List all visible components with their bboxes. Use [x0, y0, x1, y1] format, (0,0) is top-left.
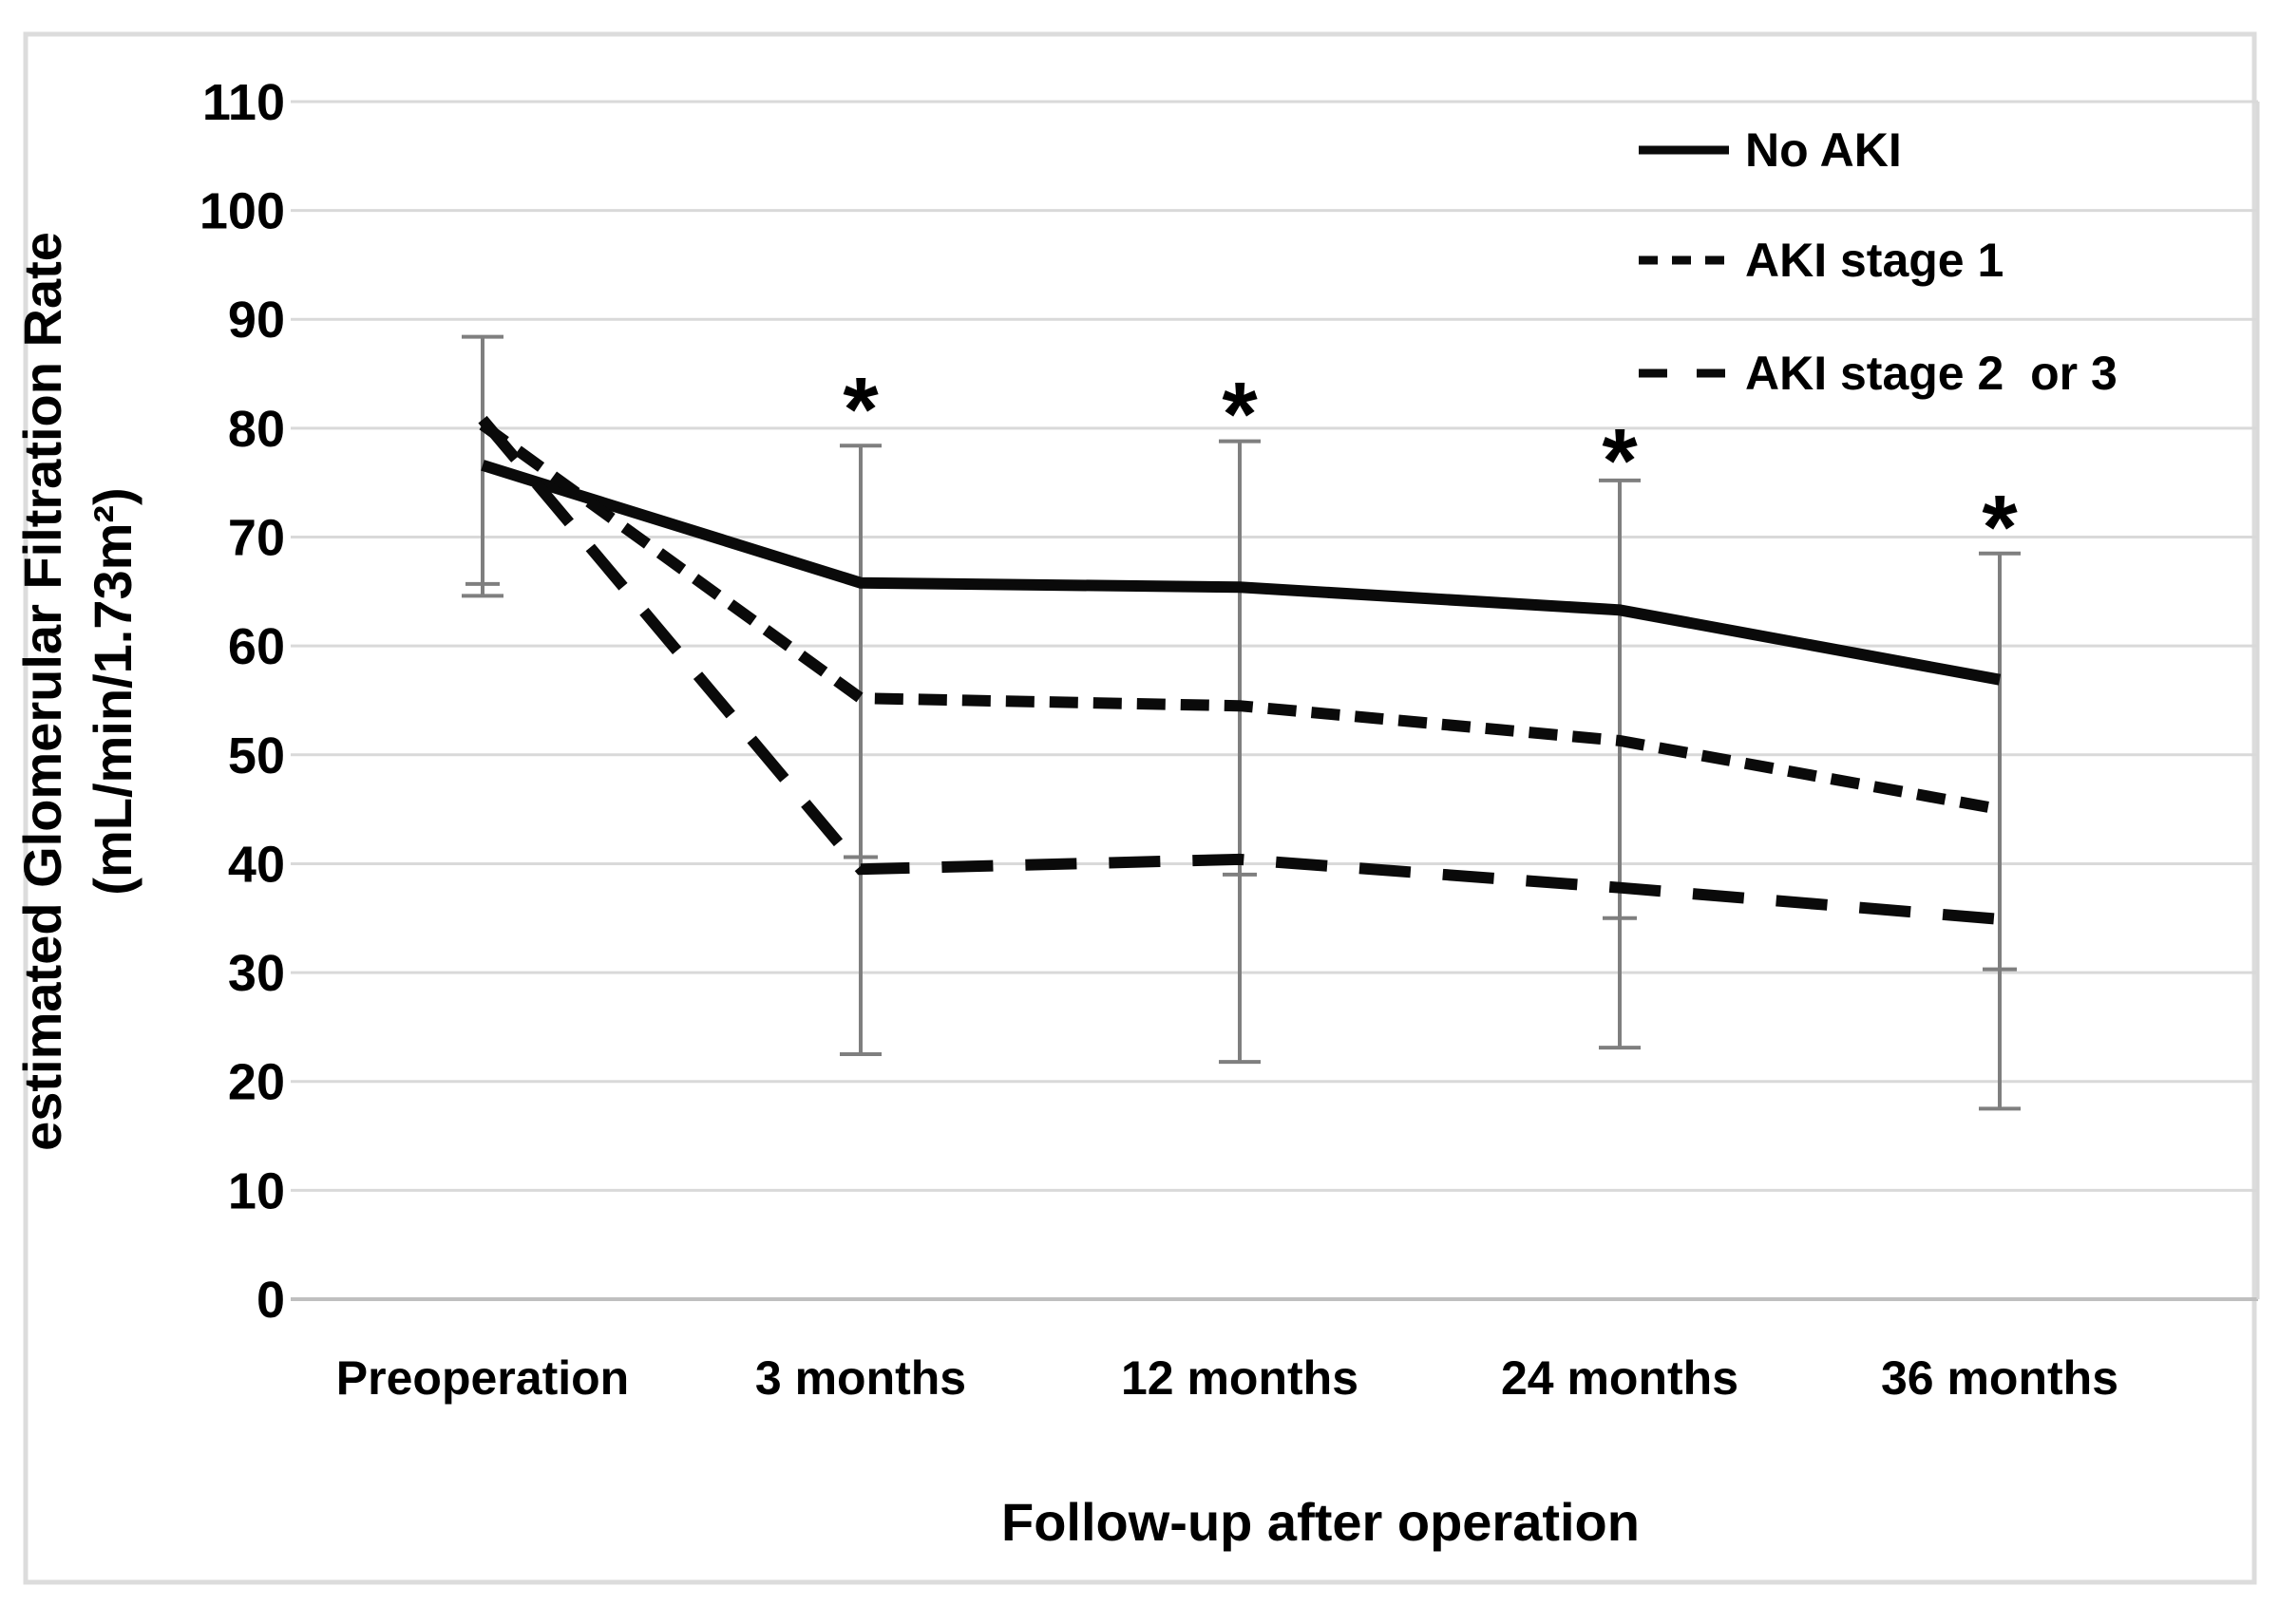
series-line-aki-stage-1 — [479, 420, 2002, 816]
x-axis-title: Follow-up after operation — [1001, 1492, 1640, 1552]
legend-item-aki-stage-1: AKI stage 1 — [1639, 234, 2004, 287]
y-tick-label-110: 110 — [202, 74, 285, 131]
y-tick-label-70: 70 — [228, 510, 285, 567]
y-tick-label-80: 80 — [228, 401, 285, 458]
x-tick-label-3-months: 3 months — [755, 1351, 966, 1405]
y-tick-label-30: 30 — [228, 945, 285, 1002]
series-line-aki-stage-2-or-3 — [478, 415, 2001, 925]
legend-item-no-aki: No AKI — [1639, 123, 1902, 177]
y-axis-tick-labels: 0 10 20 30 40 50 60 70 80 90 100 110 — [199, 74, 285, 1329]
y-axis-title-line2: (mL/min/1.73m²) — [83, 487, 142, 895]
x-tick-label-36-months: 36 months — [1881, 1351, 2118, 1405]
x-tick-label-12-months: 12 months — [1121, 1351, 1358, 1405]
significance-asterisk-3-months: * — [843, 359, 879, 461]
legend-item-aki-stage-2-or-3: AKI stage 2 or 3 — [1639, 347, 2118, 400]
error-bar-3-months — [840, 444, 882, 1057]
y-axis-title-line1: estimated Glomerular Filtration Rate — [12, 232, 72, 1151]
significance-markers: * * * * — [843, 359, 2018, 578]
x-tick-label-preoperation: Preoperation — [336, 1351, 629, 1405]
series-lines — [478, 415, 2002, 925]
y-tick-label-10: 10 — [228, 1162, 285, 1219]
error-bar-36-months — [1979, 551, 2021, 1111]
y-tick-label-100: 100 — [199, 183, 285, 240]
legend-label-aki-stage-2-or-3: AKI stage 2 or 3 — [1745, 347, 2118, 400]
error-bar-12-months — [1219, 439, 1261, 1065]
significance-asterisk-24-months: * — [1602, 410, 1638, 512]
gridlines — [291, 100, 2260, 1301]
significance-asterisk-12-months: * — [1222, 364, 1258, 465]
error-bars — [462, 334, 2021, 1111]
y-tick-label-20: 20 — [228, 1054, 285, 1111]
figure-border — [23, 31, 2257, 1585]
legend-label-no-aki: No AKI — [1745, 123, 1902, 177]
y-tick-label-60: 60 — [228, 618, 285, 675]
x-tick-label-24-months: 24 months — [1501, 1351, 1738, 1405]
y-tick-label-0: 0 — [256, 1272, 285, 1329]
error-bar-24-months — [1599, 478, 1641, 1050]
x-axis-category-labels: Preoperation 3 months 12 months 24 months 36… — [336, 1351, 2118, 1405]
y-tick-label-90: 90 — [228, 292, 285, 349]
legend-label-aki-stage-1: AKI stage 1 — [1745, 234, 2004, 287]
y-tick-label-40: 40 — [228, 836, 285, 893]
y-tick-label-50: 50 — [228, 727, 285, 784]
legend: No AKI AKI stage 1 AKI stage 2 or 3 — [1639, 123, 2118, 400]
series-line-no-aki — [481, 460, 2002, 686]
significance-asterisk-36-months: * — [1982, 477, 2018, 578]
